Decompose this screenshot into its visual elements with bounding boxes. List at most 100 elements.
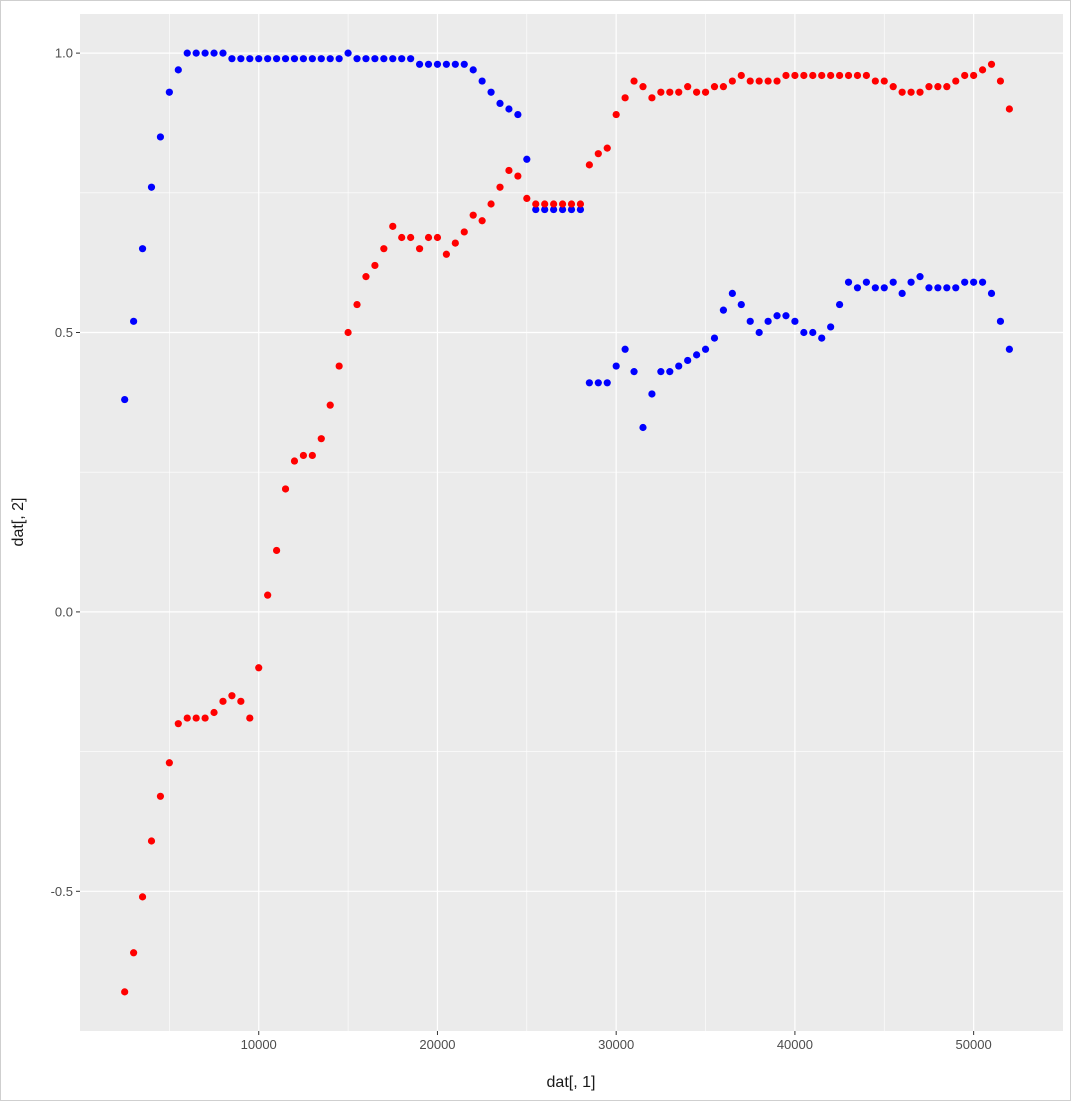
series-1-point [764,317,772,325]
series-2-point [121,988,129,996]
series-2-point [943,83,951,91]
series-2-point [576,200,585,208]
series-1-point [943,284,951,292]
series-1-point [701,345,710,353]
series-1-point [576,205,585,214]
series-1-point [809,328,817,337]
series-1-point [237,55,245,63]
series-1-point [961,278,969,286]
series-2-point [978,66,987,74]
series-1-point [362,55,370,63]
series-1-point [934,284,942,292]
series-1-point [130,317,138,325]
series-1-point [567,205,576,214]
y-tick-label: -0.5 [51,884,73,899]
series-2-point [505,166,513,175]
series-1-point [996,317,1005,325]
series-1-point [710,334,719,342]
series-2-point [424,233,433,242]
series-1-point [398,55,406,63]
series-1-point [281,55,290,63]
series-2-point [308,451,316,460]
series-1-point [451,60,459,68]
series-1-point [228,55,236,63]
series-2-point [755,77,763,85]
series-1-point [755,328,763,337]
series-2-point [487,200,495,208]
series-2-point [675,88,683,96]
series-1-point [273,55,281,63]
series-1-point [889,278,897,286]
series-2-point [183,714,191,722]
series-1-point [970,278,978,286]
series-1-point [487,88,495,96]
series-1-point [174,66,182,74]
series-2-point [621,94,629,102]
series-2-point [550,200,558,208]
series-1-point [505,105,513,113]
series-1-point [827,323,835,331]
series-2-point [987,60,996,68]
series-1-point [121,395,129,404]
series-1-point [264,55,272,63]
series-2-point [344,328,352,337]
series-1-point [541,205,549,214]
series-1-point [719,306,728,314]
x-tick-label: 10000 [241,1037,277,1052]
series-2-point [952,77,960,85]
series-2-point [612,110,620,119]
series-2-point [371,261,379,270]
series-1-point [201,49,209,57]
series-2-point [326,401,334,409]
series-1-point [853,284,862,292]
series-1-point [621,345,629,353]
series-2-point [666,88,674,96]
series-2-point [889,83,897,91]
series-1-point [138,245,147,253]
x-axis-title: dat[, 1] [547,1074,596,1091]
series-2-point [380,245,388,253]
series-1-point [978,278,987,286]
series-2-point [237,697,245,705]
series-1-point [880,284,888,292]
series-1-point [424,60,433,68]
series-2-point [398,233,406,242]
series-2-point [961,71,969,80]
series-2-point [657,88,665,96]
series-2-point [362,273,370,281]
series-1-point [308,55,316,63]
series-1-point [496,99,504,108]
series-1-point [728,289,736,297]
series-2-point [192,714,200,722]
y-tick-label: 0.5 [55,325,73,340]
series-2-point [433,233,442,242]
series-1-point [478,77,486,85]
series-2-point [514,172,522,180]
series-1-point [782,312,790,320]
series-2-point [246,714,254,722]
series-1-point [415,60,424,68]
series-2-point [907,88,915,96]
series-2-point [174,720,182,728]
series-1-point [183,49,191,57]
series-2-point [335,362,343,370]
series-1-point [746,317,754,325]
series-2-point [719,83,728,91]
series-1-point [558,205,567,214]
series-2-point [585,161,593,169]
x-tick-label: 40000 [777,1037,813,1052]
series-2-point [835,71,844,80]
series-1-point [835,300,844,309]
series-2-point [138,893,147,901]
series-1-point [925,284,933,292]
series-1-point [907,278,915,286]
series-2-point [630,77,638,85]
series-1-point [737,300,745,309]
series-1-point [871,284,879,292]
series-2-point [818,71,826,80]
series-1-point [666,368,674,376]
series-1-point [612,362,620,370]
axis-tick-labels: 10000 20000 30000 40000 50000 -0.5 0.0 0.5 1.0 [51,46,992,1052]
series-1-point [407,55,415,63]
series-2-point [1005,105,1013,113]
